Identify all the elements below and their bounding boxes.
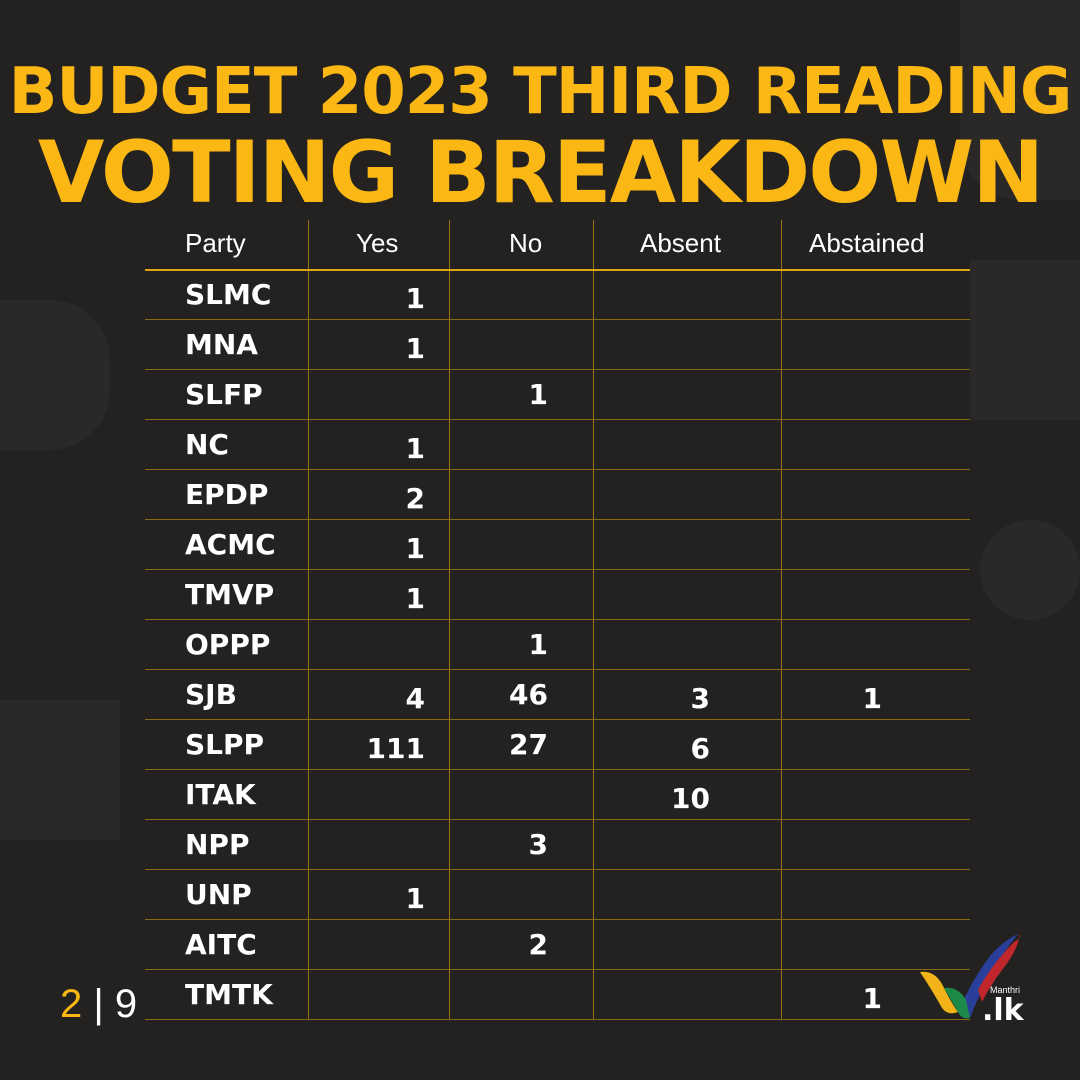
row-divider (145, 519, 970, 520)
row-divider (145, 819, 970, 820)
row-divider (145, 669, 970, 670)
page-separator: | (93, 982, 104, 1026)
party-cell: NC (185, 428, 229, 461)
party-cell: OPPP (185, 628, 271, 661)
column-divider (308, 220, 309, 1020)
header-abstained: Abstained (809, 228, 925, 258)
background-shape (960, 0, 1080, 200)
party-cell: SLPP (185, 728, 265, 761)
column-divider (593, 220, 594, 1020)
page-title: BUDGET 2023 THIRD READING (8, 55, 1073, 129)
row-divider (145, 319, 970, 320)
total-pages: 9 (114, 982, 138, 1026)
row-divider (145, 1019, 970, 1020)
voting-table: Party Yes No Absent Abstained SLMC 1 MNA 1 S… (145, 220, 970, 1020)
table-row: TMVP 1 (145, 570, 970, 620)
background-shape (970, 260, 1080, 420)
no-cell: 2 (528, 928, 548, 961)
table-row: AITC 2 (145, 920, 970, 970)
logo-small-text: Manthri (990, 985, 1021, 995)
table-row: EPDP 2 (145, 470, 970, 520)
yes-cell: 2 (405, 482, 425, 515)
row-divider (145, 769, 970, 770)
party-cell: SJB (185, 678, 237, 711)
table-row: ITAK 10 (145, 770, 970, 820)
yes-cell: 1 (405, 332, 425, 365)
background-shape (0, 300, 110, 450)
logo-domain-text: .lk (982, 993, 1024, 1028)
page-indicator: 2 | 9 (60, 982, 137, 1027)
header-absent: Absent (640, 228, 721, 258)
no-cell: 3 (528, 828, 548, 861)
yes-cell: 1 (405, 282, 425, 315)
table-row: SJB 4 46 3 1 (145, 670, 970, 720)
table-row: NC 1 (145, 420, 970, 470)
absent-cell: 10 (671, 782, 710, 815)
party-cell: ACMC (185, 528, 276, 561)
table-row: SLMC 1 (145, 270, 970, 320)
abstained-cell: 1 (862, 682, 882, 715)
row-divider (145, 969, 970, 970)
table-row: MNA 1 (145, 320, 970, 370)
header-divider (145, 269, 970, 271)
party-cell: TMVP (185, 578, 275, 611)
party-cell: SLMC (185, 278, 272, 311)
row-divider (145, 469, 970, 470)
absent-cell: 3 (690, 682, 710, 715)
background-shape (0, 700, 120, 840)
yes-cell: 1 (405, 582, 425, 615)
page-subtitle: VOTING BREAKDOWN (37, 123, 1044, 223)
background-shape (980, 520, 1080, 620)
row-divider (145, 869, 970, 870)
yes-cell: 1 (405, 432, 425, 465)
no-cell: 27 (509, 728, 548, 761)
party-cell: AITC (185, 928, 257, 961)
party-cell: MNA (185, 328, 258, 361)
abstained-cell: 1 (862, 982, 882, 1015)
current-page: 2 (60, 982, 83, 1026)
yes-cell: 4 (405, 682, 425, 715)
yes-cell: 111 (366, 732, 425, 765)
row-divider (145, 919, 970, 920)
no-cell: 1 (528, 378, 548, 411)
party-cell: ITAK (185, 778, 256, 811)
table-row: OPPP 1 (145, 620, 970, 670)
row-divider (145, 419, 970, 420)
no-cell: 46 (509, 678, 548, 711)
absent-cell: 6 (690, 732, 710, 765)
party-cell: UNP (185, 878, 252, 911)
header-yes: Yes (356, 228, 399, 258)
row-divider (145, 569, 970, 570)
table-row: SLPP 111 27 6 (145, 720, 970, 770)
yes-cell: 1 (405, 882, 425, 915)
table-row: NPP 3 (145, 820, 970, 870)
party-cell: TMTK (185, 978, 273, 1011)
row-divider (145, 369, 970, 370)
party-cell: SLFP (185, 378, 263, 411)
header-no: No (509, 228, 543, 258)
no-cell: 1 (528, 628, 548, 661)
table-row: TMTK 1 (145, 970, 970, 1020)
party-cell: EPDP (185, 478, 269, 511)
table-row: ACMC 1 (145, 520, 970, 570)
row-divider (145, 619, 970, 620)
column-divider (449, 220, 450, 1020)
yes-cell: 1 (405, 532, 425, 565)
manthri-logo-icon (920, 934, 1021, 1019)
row-divider (145, 719, 970, 720)
header-party: Party (185, 228, 246, 258)
table-row: SLFP 1 (145, 370, 970, 420)
party-cell: NPP (185, 828, 250, 861)
column-divider (781, 220, 782, 1020)
table-row: UNP 1 (145, 870, 970, 920)
